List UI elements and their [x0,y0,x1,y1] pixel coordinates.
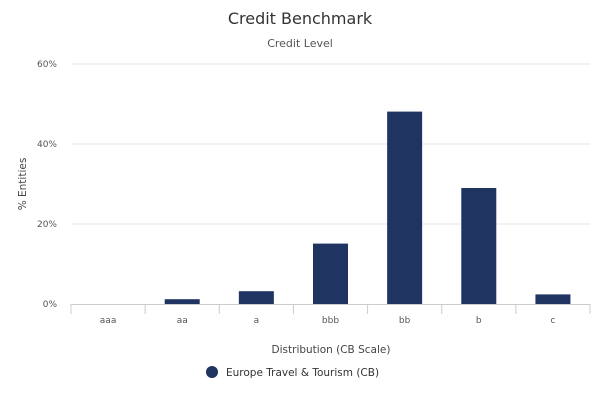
x-axis: aaa aa a bbb bb b c [70,304,591,326]
bar-bb[interactable] [387,111,423,304]
y-axis-label: % Entities [17,158,29,211]
bar-aa[interactable] [164,299,200,304]
bars [164,111,571,304]
y-tick-label: 40% [37,140,57,150]
x-tick-label: c [550,316,555,326]
bar-c[interactable] [535,294,571,304]
x-tick-label: bbb [322,316,339,326]
bar-b[interactable] [461,188,497,304]
legend[interactable]: Europe Travel & Tourism (CB) [206,366,379,379]
x-tick-label: bb [399,316,411,326]
legend-label: Europe Travel & Tourism (CB) [226,367,379,379]
bar-a[interactable] [238,291,274,304]
chart-subtitle: Credit Level [267,37,333,50]
x-tick-label: a [254,316,260,326]
y-tick-label: 20% [37,220,57,230]
y-tick-label: 60% [37,60,57,70]
chart-title: Credit Benchmark [228,9,373,28]
bar-bbb[interactable] [313,243,348,304]
legend-marker [206,366,218,378]
y-axis-ticks: 0% 20% 40% 60% [37,60,57,310]
y-tick-label: 0% [43,300,58,310]
x-tick-label: aa [177,316,188,326]
gridlines [71,63,590,225]
x-axis-label: Distribution (CB Scale) [272,344,391,356]
x-tick-label: b [476,316,482,326]
x-tick-label: aaa [100,316,117,326]
